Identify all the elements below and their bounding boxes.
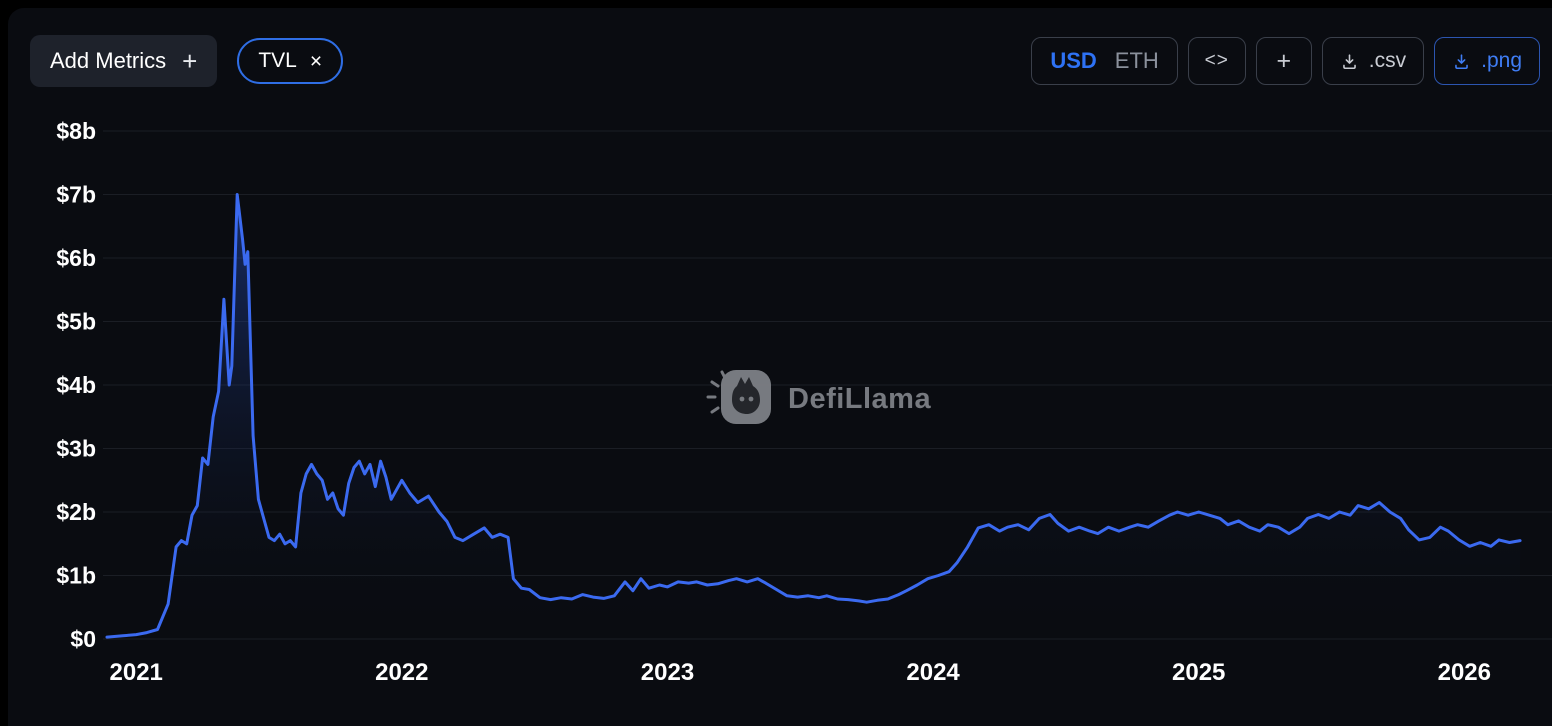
currency-usd-option[interactable]: USD bbox=[1050, 48, 1097, 73]
y-axis-tick-label: $4b bbox=[56, 372, 96, 398]
y-axis-tick-label: $5b bbox=[56, 309, 96, 335]
tvl-chart[interactable]: $0 $1b $2b $3b $4b $5b $6b $7b $8b 2021 2022 2023 20… bbox=[8, 88, 1552, 704]
x-axis-tick-label: 2022 bbox=[375, 659, 428, 686]
tvl-series-line bbox=[105, 193, 1522, 639]
x-axis-tick-label: 2021 bbox=[110, 659, 163, 686]
tvl-chart-area[interactable]: $0 $1b $2b $3b $4b $5b $6b $7b $8b 2021 2022 2023 20… bbox=[8, 88, 1552, 704]
y-axis-tick-label: $8b bbox=[56, 118, 96, 144]
plus-icon: + bbox=[182, 46, 198, 76]
add-metrics-button[interactable]: Add Metrics + bbox=[30, 35, 218, 87]
csv-button-label: .csv bbox=[1368, 49, 1407, 72]
y-axis-tick-label: $2b bbox=[56, 499, 96, 525]
download-icon bbox=[1340, 52, 1359, 71]
tvl-area-fill bbox=[107, 194, 1521, 639]
chart-panel: Add Metrics + TVL × USD ETH <> + bbox=[8, 8, 1552, 726]
close-icon[interactable]: × bbox=[309, 49, 323, 73]
x-axis-tick-label: 2025 bbox=[1172, 659, 1225, 686]
y-axis-tick-label: $1b bbox=[56, 563, 96, 589]
x-axis-tick-label: 2024 bbox=[906, 659, 960, 686]
currency-toggle[interactable]: USD ETH bbox=[1031, 37, 1178, 85]
tvl-chip-label: TVL bbox=[258, 49, 297, 72]
code-brackets-icon: <> bbox=[1204, 50, 1229, 71]
currency-eth-option[interactable]: ETH bbox=[1114, 48, 1159, 73]
y-axis-tick-label: $7b bbox=[56, 182, 96, 208]
download-csv-button[interactable]: .csv bbox=[1321, 37, 1425, 85]
add-chart-button[interactable]: + bbox=[1255, 37, 1312, 85]
y-axis-tick-label: $0 bbox=[70, 626, 96, 652]
png-button-label: .png bbox=[1481, 49, 1522, 72]
chart-toolbar: Add Metrics + TVL × USD ETH <> + bbox=[8, 8, 1552, 88]
download-icon bbox=[1452, 52, 1471, 71]
plus-icon: + bbox=[1276, 46, 1292, 75]
y-axis-tick-label: $3b bbox=[56, 436, 96, 462]
add-metrics-label: Add Metrics bbox=[50, 48, 167, 73]
x-axis-tick-label: 2023 bbox=[641, 659, 694, 686]
tvl-metric-chip[interactable]: TVL × bbox=[237, 38, 344, 84]
y-axis-tick-label: $6b bbox=[56, 245, 96, 271]
embed-code-button[interactable]: <> bbox=[1187, 37, 1246, 85]
x-axis-tick-label: 2026 bbox=[1438, 659, 1491, 686]
toolbar-actions: USD ETH <> + .csv bbox=[1031, 37, 1540, 85]
download-png-button[interactable]: .png bbox=[1434, 37, 1540, 85]
